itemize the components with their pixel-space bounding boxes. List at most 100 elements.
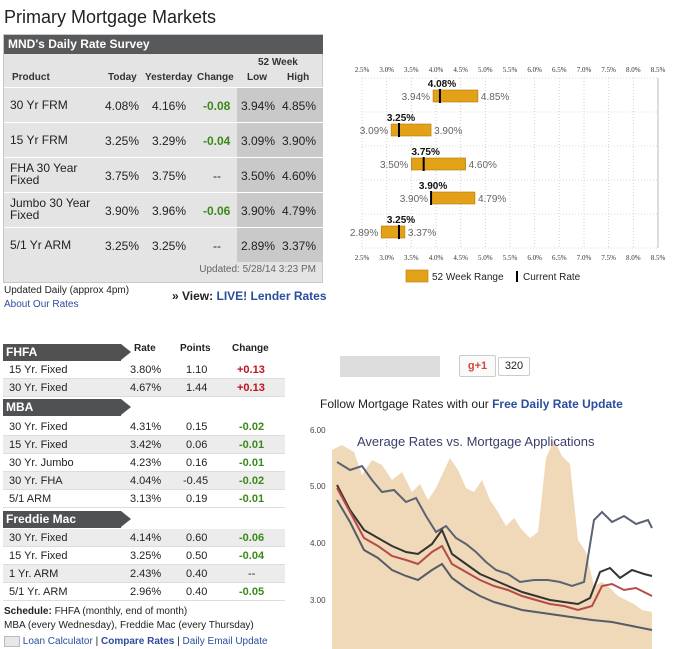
current-rate-label: 3.90%: [419, 181, 447, 192]
tick-label-top: 7.0%: [577, 66, 592, 74]
col-low: Low: [247, 72, 267, 83]
rate-low: 3.09%: [241, 134, 276, 148]
row-change: -0.01: [239, 493, 265, 505]
table-row: 30 Yr. Fixed 4.31% 0.15 -0.02: [3, 418, 285, 436]
rate-today: 4.08%: [105, 99, 140, 113]
survey-row: 30 Yr FRM 4.08% 4.16% -0.08 3.94% 4.85%: [4, 87, 323, 122]
col-rate: Rate: [134, 343, 156, 354]
avg-rates-svg: [332, 440, 653, 649]
table-row: 15 Yr. Fixed 3.42% 0.06 -0.01: [3, 436, 285, 454]
tick-label-bottom: 6.5%: [552, 254, 567, 262]
schedule-label: Schedule:: [4, 606, 52, 617]
table-row: 5/1 Yr. ARM 2.96% 0.40 -0.05: [3, 583, 285, 601]
row-points: 0.60: [186, 532, 208, 544]
y-tick-label: 5.00: [310, 482, 326, 491]
row-points: 0.50: [186, 550, 208, 562]
row-points: 0.16: [186, 457, 208, 469]
rate-range-chart: 2.5% 2.5% 3.0% 3.0% 3.5% 3.5% 4.0% 4.0% 4.5% 4.5%…: [340, 60, 670, 300]
live-lender-rates-link[interactable]: LIVE! Lender Rates: [216, 289, 327, 303]
row-rate: 3.80%: [130, 364, 162, 376]
loan-calculator-link[interactable]: Loan Calculator: [22, 636, 93, 648]
google-plus-count: 320: [498, 357, 530, 376]
row-label: 15 Yr. Fixed: [9, 550, 68, 562]
col-points: Points: [180, 343, 211, 354]
col-today: Today: [108, 72, 137, 83]
range-bar: [411, 157, 466, 171]
low-rate-label: 3.94%: [402, 92, 430, 103]
row-rate: 4.04%: [130, 475, 162, 487]
table-row: 30 Yr. Fixed 4.14% 0.60 -0.06: [3, 529, 285, 547]
tick-label-bottom: 4.0%: [429, 254, 444, 262]
row-change: -0.02: [239, 475, 265, 487]
table-row: 5/1 ARM 3.13% 0.19 -0.01: [3, 490, 285, 508]
tick-label-top: 4.0%: [429, 66, 444, 74]
row-points: 0.19: [186, 493, 208, 505]
rate-high: 3.90%: [282, 134, 317, 148]
high-rate-label: 4.85%: [481, 92, 509, 103]
tick-label-bottom: 5.0%: [478, 254, 493, 262]
tick-label-top: 3.5%: [404, 66, 419, 74]
current-rate-label: 3.75%: [411, 147, 439, 158]
tick-label-bottom: 8.5%: [651, 254, 666, 262]
row-points: 1.44: [186, 382, 208, 394]
high-rate-label: 3.37%: [408, 228, 436, 239]
tick-label-bottom: 7.5%: [601, 254, 616, 262]
row-change: -0.04: [239, 550, 265, 562]
row-rate: 4.14%: [130, 532, 162, 544]
row-change: +0.13: [237, 382, 265, 394]
range-bar: [390, 123, 432, 137]
follow-rates: Follow Mortgage Rates with our Free Dail…: [320, 397, 623, 411]
section-fhfa: FHFA: [3, 344, 131, 361]
rate-low: 3.50%: [241, 169, 276, 183]
rate-change: -0.04: [203, 134, 231, 148]
rate-yesterday: 3.75%: [152, 169, 187, 183]
col-change: Change: [232, 343, 269, 354]
footer-separator: |: [95, 636, 99, 648]
rate-range-svg: 2.5% 2.5% 3.0% 3.0% 3.5% 3.5% 4.0% 4.0% 4.5% 4.5%…: [350, 66, 666, 283]
applications-area: [332, 440, 652, 649]
schedule-text-2: MBA (every Wednesday), Freddie Mac (ever…: [4, 620, 254, 631]
row-change: --: [248, 568, 256, 580]
tick-label-top: 5.0%: [478, 66, 493, 74]
row-label: 15 Yr. Fixed: [9, 364, 68, 376]
y-tick-label: 3.00: [310, 596, 326, 605]
week-label: 52 Week: [258, 57, 298, 68]
free-daily-rate-update-link[interactable]: Free Daily Rate Update: [492, 397, 623, 411]
survey-header: MND's Daily Rate Survey: [4, 35, 323, 54]
table-row: 15 Yr. Fixed 3.80% 1.10 +0.13: [3, 361, 285, 379]
row-points: -0.45: [183, 475, 209, 487]
row-rate: 3.42%: [130, 439, 162, 451]
compare-rates-link[interactable]: Compare Rates: [101, 636, 175, 648]
survey-row: 5/1 Yr ARM 3.25% 3.25% -- 2.89% 3.37%: [4, 227, 323, 262]
tick-label-top: 5.5%: [503, 66, 518, 74]
rate-high: 4.60%: [282, 169, 317, 183]
current-rate-label: 4.08%: [428, 79, 456, 90]
row-rate: 2.43%: [130, 568, 162, 580]
survey-row: 15 Yr FRM 3.25% 3.29% -0.04 3.09% 3.90%: [4, 122, 323, 157]
y-tick-label: 6.00: [310, 426, 326, 435]
low-rate-label: 2.89%: [350, 228, 378, 239]
google-plus-button[interactable]: g+1: [459, 355, 496, 377]
about-rates-link[interactable]: About Our Rates: [4, 299, 79, 310]
daily-email-update-link[interactable]: Daily Email Update: [182, 636, 268, 648]
y-tick-label: 4.00: [310, 539, 326, 548]
rate-survey-table: MND's Daily Rate Survey 52 Week Product …: [3, 34, 323, 283]
tick-label-top: 6.5%: [552, 66, 567, 74]
current-rate-label: 3.25%: [387, 113, 415, 124]
survey-row: FHA 30 Year Fixed 3.75% 3.75% -- 3.50% 4…: [4, 157, 323, 192]
tick-label-bottom: 7.0%: [577, 254, 592, 262]
view-prefix: » View:: [172, 289, 214, 303]
row-label: 1 Yr. ARM: [9, 568, 59, 580]
rate-high: 4.79%: [282, 204, 317, 218]
footer-links: Loan Calculator | Compare Rates | Daily …: [4, 636, 268, 647]
row-label: 5/1 Yr. ARM: [9, 586, 68, 598]
table-row: 1 Yr. ARM 2.43% 0.40 --: [3, 565, 285, 583]
legend-range-swatch: [405, 269, 429, 283]
avg-rates-chart: Average Rates vs. Mortgage Applications …: [302, 420, 662, 649]
col-high: High: [287, 72, 310, 83]
rate-yesterday: 4.16%: [152, 99, 187, 113]
view-lender-rates: » View: LIVE! Lender Rates: [172, 289, 327, 303]
series-30yr-line: [336, 461, 653, 588]
row-rate: 3.25%: [130, 550, 162, 562]
tick-label-top: 8.0%: [626, 66, 641, 74]
